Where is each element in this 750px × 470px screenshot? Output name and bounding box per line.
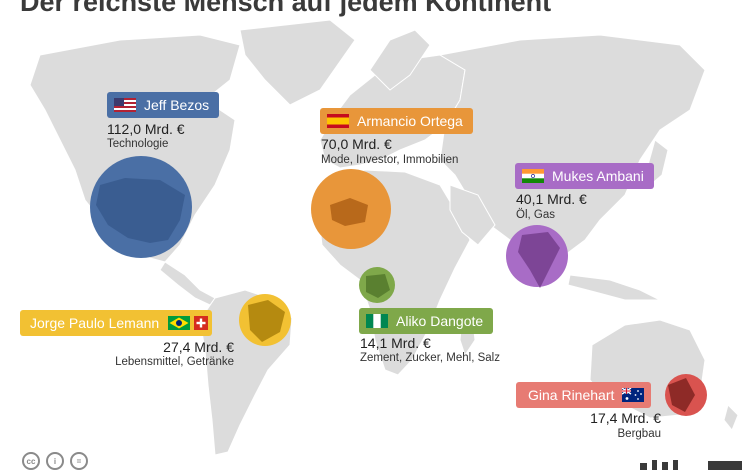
new-zealand-shape xyxy=(723,404,739,431)
us-flag-icon xyxy=(114,98,136,112)
amount-rinehart: 17,4 Mrd. € xyxy=(590,410,661,426)
amount-ortega: 70,0 Mrd. € xyxy=(321,136,392,152)
statista-logo-icon xyxy=(640,460,742,470)
greenland-shape xyxy=(239,19,356,106)
bubble-lemann[interactable] xyxy=(239,294,291,346)
nigeria-flag-icon xyxy=(366,314,388,328)
brazil-flag-icon xyxy=(168,316,191,330)
arabia-shape xyxy=(449,184,496,246)
name-rinehart: Gina Rinehart xyxy=(528,387,615,403)
label-ambani: Mukes Ambani xyxy=(515,163,654,189)
name-dangote: Aliko Dangote xyxy=(396,313,484,329)
western-australia-shape xyxy=(668,378,695,412)
amount-bezos: 112,0 Mrd. € xyxy=(107,121,185,137)
label-ortega: Armancio Ortega xyxy=(320,108,473,134)
india-flag-icon xyxy=(522,169,544,183)
sector-rinehart: Bergbau xyxy=(617,428,661,440)
label-dangote: Aliko Dangote xyxy=(359,308,494,334)
amount-dangote: 14,1 Mrd. € xyxy=(360,335,431,351)
label-rinehart: Gina Rinehart xyxy=(516,382,652,408)
spain-flag-icon xyxy=(327,114,349,128)
switzerland-flag-icon xyxy=(194,316,209,330)
sector-ortega: Mode, Investor, Immobilien xyxy=(321,154,459,166)
label-lemann: Jorge Paulo Lemann xyxy=(20,310,213,336)
usa-shape xyxy=(96,178,185,243)
cc-icon[interactable]: cc xyxy=(22,452,40,470)
by-icon[interactable]: i xyxy=(46,452,64,470)
australia-flag-icon xyxy=(622,388,645,402)
nigeria-shape xyxy=(366,274,390,298)
spain-shape xyxy=(330,198,368,226)
name-lemann: Jorge Paulo Lemann xyxy=(30,315,160,331)
nd-icon[interactable]: = xyxy=(70,452,88,470)
name-ambani: Mukes Ambani xyxy=(552,168,644,184)
bubble-dangote[interactable] xyxy=(359,267,395,303)
sector-dangote: Zement, Zucker, Mehl, Salz xyxy=(360,352,500,364)
scandinavia-shape xyxy=(369,29,431,91)
bubble-ambani[interactable] xyxy=(506,225,568,288)
sector-lemann: Lebensmittel, Getränke xyxy=(115,356,234,368)
bubble-ortega[interactable] xyxy=(311,169,391,249)
central-america-shape xyxy=(159,261,216,306)
indonesia-shape xyxy=(567,274,661,301)
sector-ambani: Öl, Gas xyxy=(516,209,555,221)
name-bezos: Jeff Bezos xyxy=(144,97,210,113)
bubble-rinehart[interactable] xyxy=(665,374,707,416)
page-title: Der reichste Mensch auf jedem Kontinent xyxy=(20,0,552,17)
amount-ambani: 40,1 Mrd. € xyxy=(516,191,587,207)
name-ortega: Armancio Ortega xyxy=(357,113,463,129)
india-shape xyxy=(518,232,560,288)
amount-lemann: 27,4 Mrd. € xyxy=(163,339,234,355)
label-bezos: Jeff Bezos xyxy=(107,92,220,118)
brazil-shape xyxy=(248,300,285,342)
sector-bezos: Technologie xyxy=(107,138,169,150)
bubble-bezos[interactable] xyxy=(90,156,192,258)
